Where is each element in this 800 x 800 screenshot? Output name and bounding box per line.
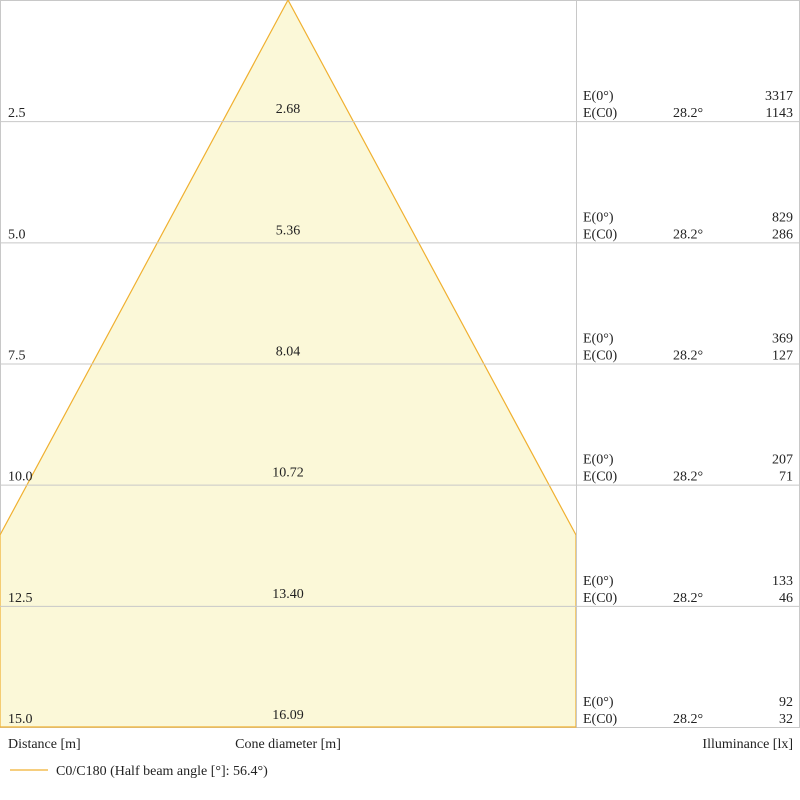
ec0-value: 1143 <box>766 106 793 121</box>
legend-text: C0/C180 (Half beam angle [°]: 56.4°) <box>56 764 268 779</box>
e0-value: 207 <box>772 453 793 468</box>
ec0-label: E(C0) <box>583 227 618 242</box>
distance: 10.0 <box>8 470 33 485</box>
ec0-value: 286 <box>772 227 793 242</box>
cone-diameter: 5.36 <box>276 223 301 238</box>
e0-value: 829 <box>772 210 793 225</box>
e0-label: E(0°) <box>583 574 614 589</box>
e0-label: E(0°) <box>583 453 614 468</box>
cone-diameter: 8.04 <box>276 345 301 360</box>
half-angle: 28.2° <box>673 591 703 606</box>
cone-diameter: 2.68 <box>276 102 301 117</box>
ec0-label: E(C0) <box>583 470 618 485</box>
distance: 7.5 <box>8 349 26 364</box>
ec0-value: 71 <box>779 470 793 485</box>
ec0-value: 46 <box>779 591 793 606</box>
e0-label: E(0°) <box>583 695 614 710</box>
cone-diameter: 13.40 <box>272 587 304 602</box>
distance: 5.0 <box>8 227 26 242</box>
half-angle: 28.2° <box>673 470 703 485</box>
half-angle: 28.2° <box>673 349 703 364</box>
e0-label: E(0°) <box>583 210 614 225</box>
ec0-label: E(C0) <box>583 106 618 121</box>
ec0-label: E(C0) <box>583 712 618 727</box>
half-angle: 28.2° <box>673 712 703 727</box>
e0-label: E(0°) <box>583 89 614 104</box>
illuminance-label: Illuminance [lx] <box>702 737 793 752</box>
half-angle: 28.2° <box>673 227 703 242</box>
ec0-label: E(C0) <box>583 349 618 364</box>
distance-label: Distance [m] <box>8 737 81 752</box>
e0-value: 369 <box>772 332 793 347</box>
ec0-label: E(C0) <box>583 591 618 606</box>
half-angle: 28.2° <box>673 106 703 121</box>
diameter-label: Cone diameter [m] <box>235 737 341 752</box>
e0-value: 3317 <box>765 89 793 104</box>
e0-label: E(0°) <box>583 332 614 347</box>
distance: 2.5 <box>8 106 26 121</box>
e0-value: 92 <box>779 695 793 710</box>
e0-value: 133 <box>772 574 793 589</box>
distance: 15.0 <box>8 712 33 727</box>
ec0-value: 32 <box>779 712 793 727</box>
distance: 12.5 <box>8 591 33 606</box>
ec0-value: 127 <box>772 349 793 364</box>
cone-diameter: 10.72 <box>272 466 304 481</box>
cone-diameter: 16.09 <box>272 708 304 723</box>
